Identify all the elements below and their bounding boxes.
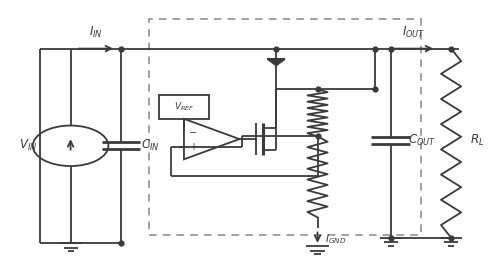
Text: $+$: $+$ [188,141,198,152]
Text: $V_{IN}$: $V_{IN}$ [19,138,38,153]
Bar [159,94,209,119]
Text: $-$: $-$ [188,126,198,137]
Bar [149,19,421,235]
Text: $C_{OUT}$: $C_{OUT}$ [408,133,436,148]
Polygon shape [267,59,285,66]
Text: $I_{OUT}$: $I_{OUT}$ [402,25,425,40]
Text: $R_L$: $R_L$ [470,133,484,148]
Text: $V_{REF}$: $V_{REF}$ [174,100,194,113]
Text: $C_{IN}$: $C_{IN}$ [141,138,160,153]
Text: $I_{IN}$: $I_{IN}$ [89,25,103,40]
Text: $I_{GND}$: $I_{GND}$ [325,232,346,246]
